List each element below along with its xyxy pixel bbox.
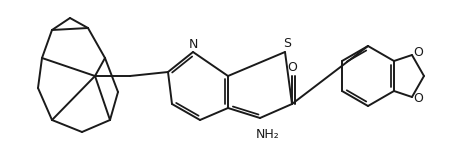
Text: N: N (188, 37, 198, 50)
Text: S: S (283, 37, 291, 50)
Text: NH₂: NH₂ (256, 127, 280, 140)
Text: O: O (413, 47, 423, 60)
Text: O: O (287, 60, 297, 73)
Text: O: O (413, 93, 423, 106)
